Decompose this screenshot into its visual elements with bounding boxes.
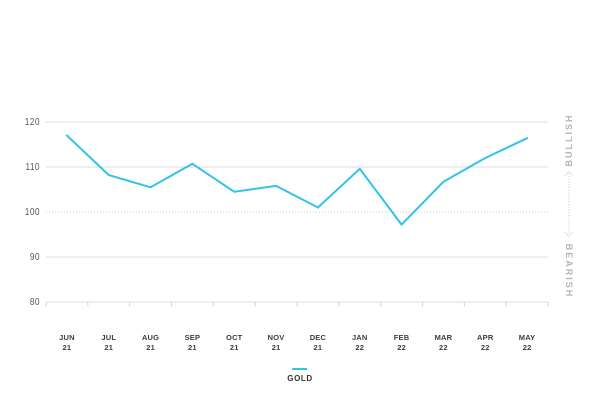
x-tick-label-may-22: MAY 22 bbox=[518, 333, 536, 352]
x-tick-label-dec-21: DEC 21 bbox=[309, 333, 327, 352]
x-tick-label-oct-21: OCT 21 bbox=[226, 333, 243, 352]
x-tick-label-jan-22: JAN 22 bbox=[351, 333, 368, 352]
x-tick-label-jun-21: JUN 21 bbox=[59, 333, 75, 352]
x-tick-label-feb-22: FEB 22 bbox=[393, 333, 410, 352]
double-arrow-icon bbox=[565, 170, 573, 238]
y-tick-label-80: 80 bbox=[29, 296, 40, 308]
bearish-label: BEARISH bbox=[564, 243, 574, 299]
legend-line-swatch bbox=[292, 368, 308, 370]
series-line-gold[interactable] bbox=[65, 134, 529, 226]
x-tick-label-nov-21: NOV 21 bbox=[267, 333, 285, 352]
y-tick-label-120: 120 bbox=[24, 116, 40, 128]
x-tick-label-jul-21: JUL 21 bbox=[101, 333, 117, 352]
y-tick-label-100: 100 bbox=[24, 206, 40, 218]
x-tick-label-mar-22: MAR 22 bbox=[434, 333, 453, 352]
legend-label: GOLD bbox=[287, 374, 313, 383]
x-tick-label-aug-21: AUG 21 bbox=[141, 333, 160, 352]
legend[interactable]: GOLD bbox=[287, 368, 313, 383]
y-tick-label-110: 110 bbox=[25, 161, 40, 173]
y-tick-label-90: 90 bbox=[29, 251, 40, 263]
x-tick-label-sep-21: SEP 21 bbox=[184, 333, 201, 352]
x-tick-label-apr-22: APR 22 bbox=[477, 333, 494, 352]
bullish-label: BULLISH bbox=[564, 113, 574, 167]
